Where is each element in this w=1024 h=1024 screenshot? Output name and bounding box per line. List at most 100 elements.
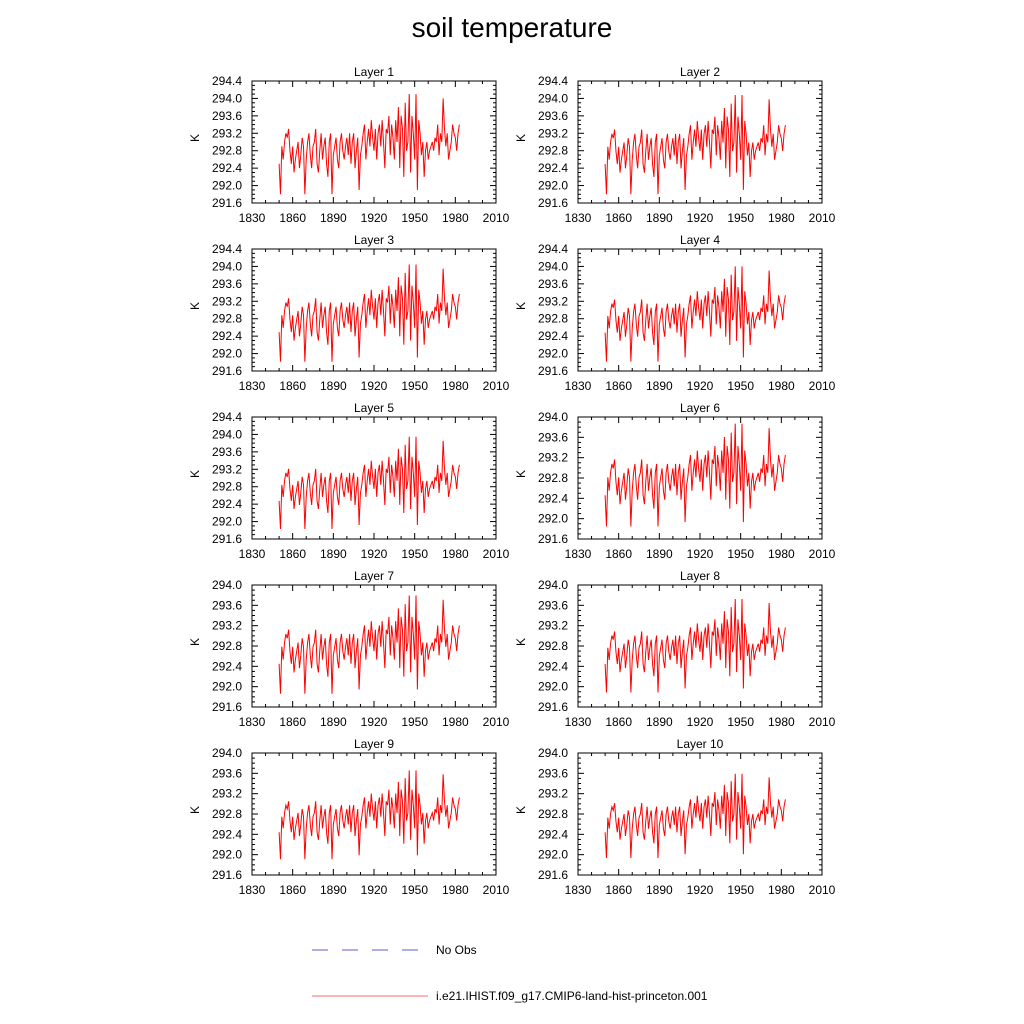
x-tick-label: 1950	[727, 379, 754, 393]
x-tick-label: 2010	[483, 715, 510, 729]
x-tick-label: 1950	[401, 547, 428, 561]
panel-title: Layer 6	[680, 401, 720, 415]
series-line	[604, 266, 786, 362]
y-axis-label: K	[188, 302, 202, 310]
x-tick-label: 1980	[768, 883, 795, 897]
panel-5: Layer 5 1830 1860 1890 1920 1950 1980 2010 291.6…	[188, 401, 510, 561]
y-tick-label: 294.4	[538, 74, 568, 88]
series-line	[278, 770, 460, 860]
x-tick-label: 1890	[646, 211, 673, 225]
y-tick-label: 292.8	[538, 639, 568, 653]
y-tick-label: 293.6	[538, 766, 568, 780]
y-tick-label: 294.4	[212, 410, 242, 424]
y-tick-label: 292.0	[212, 680, 242, 694]
y-tick-label: 293.6	[212, 766, 242, 780]
panel-2: Layer 2 1830 1860 1890 1920 1950 1980 2010 291.6…	[514, 65, 836, 225]
x-tick-label: 1860	[279, 211, 306, 225]
y-tick-label: 293.2	[538, 294, 568, 308]
panel-7: Layer 7 1830 1860 1890 1920 1950 1980 2010 291.6…	[188, 569, 510, 729]
series-line	[278, 264, 460, 362]
x-tick-label: 1980	[768, 547, 795, 561]
y-tick-label: 293.2	[538, 451, 568, 465]
y-tick-label: 292.4	[538, 161, 568, 175]
x-tick-label: 1830	[239, 211, 266, 225]
panel-title: Layer 3	[354, 233, 394, 247]
y-tick-label: 293.2	[212, 787, 242, 801]
panel-title: Layer 1	[354, 65, 394, 79]
y-tick-label: 291.6	[538, 364, 568, 378]
y-tick-label: 294.0	[538, 259, 568, 273]
x-tick-label: 1980	[442, 547, 469, 561]
legend-label-model: i.e21.IHIST.f09_g17.CMIP6-land-hist-prin…	[436, 989, 708, 1003]
y-tick-label: 293.6	[212, 598, 242, 612]
x-tick-label: 2010	[809, 379, 836, 393]
x-tick-label: 1980	[768, 379, 795, 393]
x-tick-label: 1890	[646, 547, 673, 561]
y-axis-label: K	[514, 302, 528, 310]
y-tick-label: 292.8	[212, 144, 242, 158]
panel-title: Layer 4	[680, 233, 720, 247]
y-tick-label: 292.4	[538, 491, 568, 505]
y-tick-label: 292.0	[538, 512, 568, 526]
x-tick-label: 2010	[809, 715, 836, 729]
x-tick-label: 1980	[442, 379, 469, 393]
plot-frame	[577, 248, 823, 372]
x-tick-label: 1890	[320, 379, 347, 393]
y-tick-label: 294.0	[538, 91, 568, 105]
x-tick-label: 2010	[483, 211, 510, 225]
y-tick-label: 291.6	[212, 532, 242, 546]
x-tick-label: 1830	[565, 883, 592, 897]
y-tick-label: 292.4	[212, 329, 242, 343]
x-tick-label: 1920	[687, 211, 714, 225]
x-tick-label: 1830	[565, 547, 592, 561]
x-tick-label: 1830	[565, 211, 592, 225]
y-tick-label: 292.0	[212, 515, 242, 529]
panel-1: Layer 1 1830 1860 1890 1920 1950 1980 2010 291.6…	[188, 65, 510, 225]
y-tick-label: 292.0	[538, 848, 568, 862]
y-tick-label: 291.6	[538, 700, 568, 714]
x-tick-label: 2010	[483, 883, 510, 897]
x-tick-label: 1830	[239, 883, 266, 897]
y-tick-label: 291.6	[538, 196, 568, 210]
y-tick-label: 293.6	[538, 277, 568, 291]
x-tick-label: 1950	[401, 211, 428, 225]
x-tick-label: 1830	[239, 379, 266, 393]
y-axis-label: K	[188, 638, 202, 646]
y-tick-label: 292.4	[212, 497, 242, 511]
x-tick-label: 1920	[687, 379, 714, 393]
series-line	[278, 94, 460, 195]
y-tick-label: 294.0	[538, 578, 568, 592]
x-tick-label: 1920	[361, 379, 388, 393]
y-tick-label: 293.2	[538, 126, 568, 140]
y-tick-label: 292.0	[538, 179, 568, 193]
y-tick-label: 294.0	[538, 746, 568, 760]
panel-3: Layer 3 1830 1860 1890 1920 1950 1980 2010 291.6…	[188, 233, 510, 393]
plot-frame	[251, 416, 497, 540]
plot-frame	[577, 752, 823, 876]
panel-title: Layer 5	[354, 401, 394, 415]
x-tick-label: 2010	[809, 547, 836, 561]
y-tick-label: 292.0	[538, 680, 568, 694]
x-tick-label: 1920	[687, 547, 714, 561]
plot-frame	[577, 80, 823, 204]
x-tick-label: 1980	[442, 715, 469, 729]
y-tick-label: 293.6	[212, 277, 242, 291]
y-tick-label: 294.0	[212, 578, 242, 592]
x-tick-label: 1860	[605, 883, 632, 897]
x-tick-label: 1860	[605, 715, 632, 729]
panel-10: Layer 10 1830 1860 1890 1920 1950 1980 2010 291.…	[514, 737, 836, 897]
panel-title: Layer 9	[354, 737, 394, 751]
y-tick-label: 292.8	[538, 471, 568, 485]
y-axis-label: K	[514, 638, 528, 646]
y-tick-label: 292.0	[212, 347, 242, 361]
series-line	[604, 423, 786, 527]
x-tick-label: 1890	[646, 715, 673, 729]
x-tick-label: 1920	[361, 883, 388, 897]
y-tick-label: 291.6	[538, 532, 568, 546]
series-line	[604, 773, 786, 858]
y-tick-label: 292.8	[538, 144, 568, 158]
legend-label-no-obs: No Obs	[436, 943, 477, 957]
y-tick-label: 291.6	[538, 868, 568, 882]
y-tick-label: 293.2	[212, 126, 242, 140]
y-tick-label: 294.0	[212, 259, 242, 273]
